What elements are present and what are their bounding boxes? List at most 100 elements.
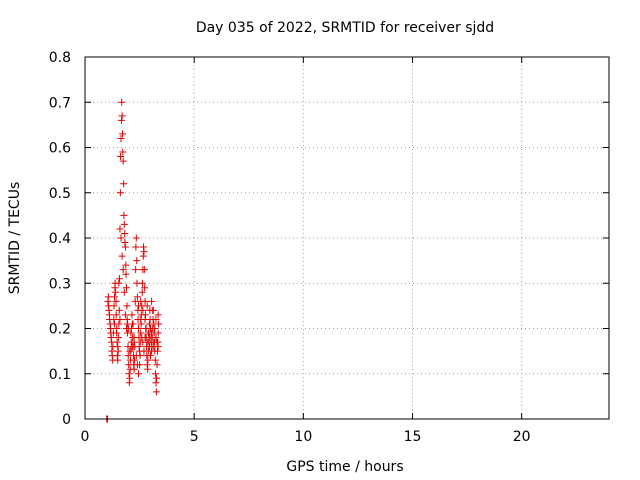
data-point bbox=[143, 302, 151, 310]
data-point bbox=[128, 343, 136, 351]
data-point bbox=[119, 157, 127, 165]
data-point bbox=[116, 189, 124, 197]
chart-title: Day 035 of 2022, SRMTID for receiver sjd… bbox=[196, 20, 494, 36]
data-point bbox=[117, 134, 125, 142]
data-point bbox=[154, 329, 162, 337]
y-tick-label: 0.7 bbox=[49, 95, 71, 111]
data-point bbox=[127, 329, 135, 337]
data-point bbox=[122, 261, 130, 269]
data-point bbox=[132, 266, 140, 274]
y-tick-label: 0.8 bbox=[49, 50, 71, 66]
data-point bbox=[132, 243, 140, 251]
data-point bbox=[123, 302, 131, 310]
grid-lines bbox=[85, 57, 609, 419]
data-point bbox=[140, 347, 148, 355]
data-point bbox=[115, 306, 123, 314]
data-point bbox=[134, 302, 142, 310]
data-point bbox=[121, 311, 129, 319]
data-point bbox=[153, 361, 161, 369]
data-point bbox=[152, 388, 160, 396]
data-point bbox=[144, 356, 152, 364]
y-tick-label: 0.5 bbox=[49, 186, 71, 202]
data-point bbox=[116, 225, 124, 233]
data-point bbox=[121, 243, 129, 251]
data-point bbox=[151, 356, 159, 364]
data-point bbox=[125, 325, 133, 332]
y-tick-label: 0 bbox=[62, 412, 71, 428]
data-point bbox=[117, 153, 125, 161]
data-point bbox=[152, 379, 160, 387]
y-axis-label: SRMTID / TECUs bbox=[7, 182, 23, 295]
y-tick-label: 0.2 bbox=[49, 322, 71, 338]
data-point bbox=[148, 297, 156, 305]
data-point bbox=[131, 356, 139, 364]
data-point bbox=[119, 266, 127, 274]
data-point bbox=[141, 315, 149, 323]
data-point bbox=[113, 329, 121, 337]
data-point bbox=[136, 361, 144, 369]
x-tick-label: 5 bbox=[190, 429, 199, 445]
data-point bbox=[130, 365, 138, 373]
data-point bbox=[126, 347, 134, 355]
data-point bbox=[118, 112, 126, 120]
data-point bbox=[115, 275, 123, 283]
data-point bbox=[125, 370, 133, 378]
data-point bbox=[114, 334, 122, 342]
data-point bbox=[153, 347, 161, 355]
data-point bbox=[110, 302, 118, 310]
plot-frame bbox=[84, 56, 610, 420]
data-point bbox=[110, 293, 118, 301]
data-point bbox=[116, 315, 124, 323]
data-point bbox=[140, 248, 148, 256]
data-point bbox=[155, 320, 163, 328]
axis-ticks: 0 5 10 15 20 0 0.1 0.2 0.3 0.4 0.5 0.6 0.7 0.8 bbox=[49, 50, 609, 445]
data-point bbox=[137, 297, 145, 305]
data-point bbox=[138, 279, 146, 287]
data-points bbox=[103, 98, 163, 423]
data-point bbox=[147, 352, 154, 360]
data-point bbox=[143, 338, 151, 346]
data-point bbox=[152, 315, 160, 323]
data-point bbox=[114, 356, 122, 364]
data-point bbox=[142, 325, 150, 332]
data-point bbox=[118, 98, 126, 106]
data-point bbox=[112, 297, 120, 305]
y-tick-label: 0.4 bbox=[49, 231, 71, 247]
data-point bbox=[117, 116, 125, 124]
data-point bbox=[137, 329, 145, 337]
x-tick-label: 0 bbox=[81, 429, 90, 445]
data-point bbox=[138, 288, 146, 296]
data-point bbox=[119, 148, 127, 156]
data-point bbox=[139, 306, 147, 314]
x-tick-label: 20 bbox=[513, 429, 531, 445]
data-point bbox=[112, 311, 120, 319]
data-point bbox=[130, 334, 138, 342]
data-point bbox=[122, 284, 130, 292]
data-point bbox=[120, 211, 128, 219]
data-point bbox=[151, 325, 159, 332]
y-tick-label: 0.1 bbox=[49, 367, 71, 383]
data-point bbox=[154, 311, 162, 319]
x-axis-label: GPS time / hours bbox=[286, 459, 403, 475]
data-point bbox=[133, 257, 141, 265]
data-point bbox=[140, 266, 148, 274]
data-point bbox=[152, 370, 160, 378]
data-point bbox=[115, 279, 123, 287]
data-point bbox=[144, 365, 152, 373]
x-tick-label: 10 bbox=[294, 429, 312, 445]
data-point bbox=[120, 220, 128, 228]
data-point bbox=[152, 334, 160, 342]
data-point bbox=[119, 130, 127, 138]
data-point bbox=[120, 288, 128, 296]
data-point bbox=[145, 334, 153, 342]
data-point bbox=[118, 252, 126, 260]
x-tick-label: 15 bbox=[404, 429, 422, 445]
data-point bbox=[134, 325, 142, 332]
data-point bbox=[110, 315, 118, 323]
data-point bbox=[128, 311, 136, 319]
data-point bbox=[104, 293, 112, 301]
data-point bbox=[117, 234, 125, 242]
data-point bbox=[120, 180, 128, 188]
y-tick-label: 0.6 bbox=[49, 141, 71, 157]
